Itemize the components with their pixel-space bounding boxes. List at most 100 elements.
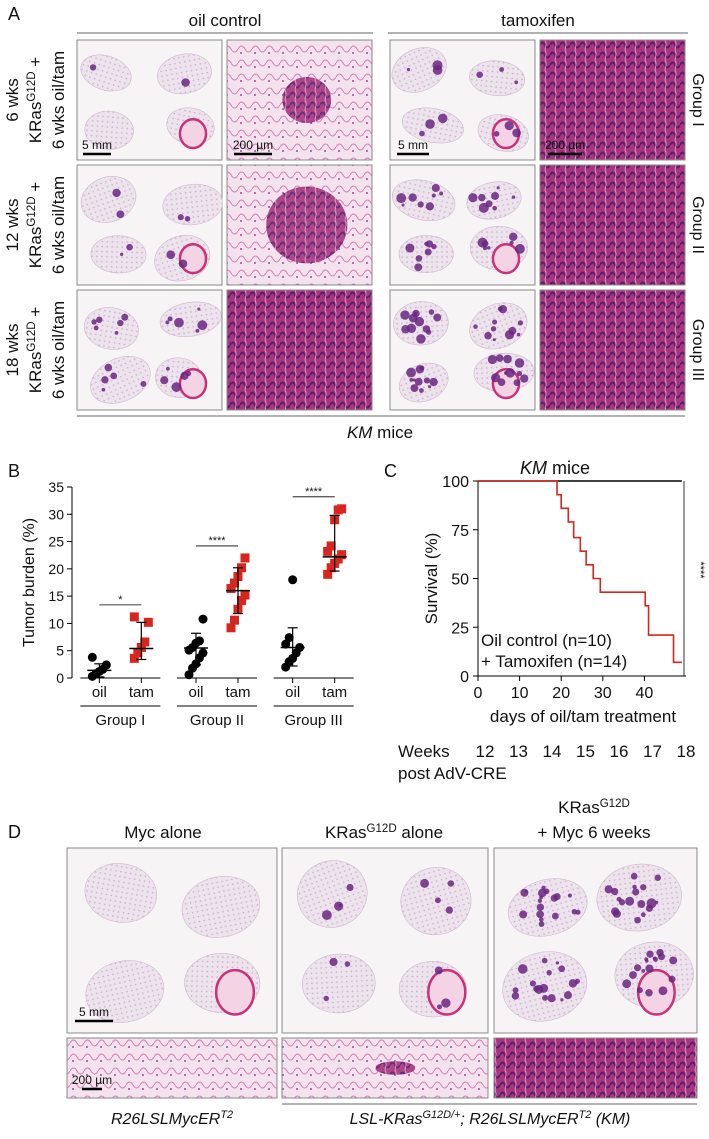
tumor-spot xyxy=(438,113,448,124)
tumor-spot xyxy=(416,334,426,344)
tumor-spot xyxy=(166,366,170,371)
tumor-spot xyxy=(558,965,566,973)
tumor-spot xyxy=(478,193,486,202)
lung-lobe xyxy=(80,54,132,92)
column-header-part: G12D xyxy=(367,823,397,835)
tumor-spot xyxy=(91,319,97,325)
row-label-part: G12D xyxy=(26,321,38,351)
tumor-spot xyxy=(406,67,411,72)
tumor-spot xyxy=(492,338,496,342)
tumor-spot xyxy=(346,883,354,892)
tumor-spot xyxy=(473,324,478,329)
tumor-spot xyxy=(114,330,119,335)
tumor-spot xyxy=(538,921,545,927)
tumor-spot xyxy=(490,326,497,332)
row-label: KRasG12D + xyxy=(26,307,45,393)
lung-lobe xyxy=(85,960,165,1023)
weeks-value: 18 xyxy=(677,742,696,761)
column-header: oil control xyxy=(189,11,262,30)
tumor-spot xyxy=(611,907,620,916)
weeks-sublabel: post AdV-CRE xyxy=(398,764,507,783)
tumor-spot xyxy=(655,900,659,904)
tumor-spot xyxy=(512,987,519,994)
data-point xyxy=(143,617,153,627)
x-tick-label: 40 xyxy=(636,685,654,702)
row-label-part: + xyxy=(26,57,45,72)
genotype-label-part: R26LSLMycER xyxy=(111,1111,221,1128)
row-label: 18 wks xyxy=(3,324,22,377)
group-label: Group II xyxy=(190,712,244,729)
x-tick-label: tam xyxy=(225,684,250,701)
tumor-spot xyxy=(165,320,170,325)
tumor-spot xyxy=(505,368,515,378)
data-point xyxy=(240,553,250,563)
panel-label: A xyxy=(8,4,20,24)
tumor-spot xyxy=(514,80,519,85)
lung-lobe xyxy=(181,876,260,938)
row-label-part: + xyxy=(26,307,45,322)
weeks-label: Weeks xyxy=(398,742,450,761)
tumor-spot xyxy=(439,191,444,196)
tumor-spot xyxy=(654,874,661,881)
lung-lobe xyxy=(302,953,376,1014)
y-tick-label: 10 xyxy=(48,615,64,631)
heart xyxy=(427,968,467,1016)
tumor-spot xyxy=(417,201,424,208)
panel-label: D xyxy=(8,822,21,842)
data-point xyxy=(240,590,250,600)
tumor-spot xyxy=(401,203,405,207)
tumor-spot xyxy=(178,259,188,269)
data-point xyxy=(133,648,143,658)
data-point xyxy=(198,614,208,624)
significance: **** xyxy=(305,486,323,498)
x-tick-label: 30 xyxy=(594,685,612,702)
tumor-spot xyxy=(640,912,646,918)
tumor-spot xyxy=(509,240,514,245)
genotype-label-part: (KM) xyxy=(591,1111,630,1128)
y-tick-label: 20 xyxy=(48,561,64,577)
tumor-spot xyxy=(634,916,641,924)
row-label-part: 6 wks oil/tam xyxy=(49,51,68,149)
tumor-spot xyxy=(415,365,425,374)
data-point xyxy=(337,550,347,560)
genotype-label-part: LSL-KRas xyxy=(350,1111,423,1128)
tumor-spot xyxy=(410,384,419,393)
tumor-spot xyxy=(429,377,438,387)
tumor-spot xyxy=(441,998,451,1008)
panel-label: C xyxy=(384,461,397,481)
tumor-spot xyxy=(120,252,124,256)
lung-lobe xyxy=(84,863,157,923)
significance: **** xyxy=(694,561,706,579)
y-tick-label: 0 xyxy=(460,669,469,686)
panel-footer-part: mice xyxy=(372,423,413,442)
tumor-spot xyxy=(520,374,529,383)
data-point xyxy=(226,623,236,633)
significance: * xyxy=(118,594,123,606)
tumor-spot xyxy=(424,241,429,247)
tumor-spot xyxy=(197,320,208,331)
tumor-spot xyxy=(89,64,97,71)
heart xyxy=(214,968,256,1016)
data-point xyxy=(101,660,111,670)
heart xyxy=(491,242,521,275)
data-point xyxy=(129,653,139,663)
tumor-spot xyxy=(511,195,516,199)
tumor-spot xyxy=(184,216,191,222)
tumor-spot xyxy=(503,354,512,364)
tumor-spot xyxy=(425,240,434,248)
tumor-spot xyxy=(571,908,577,915)
tumor-spot xyxy=(658,986,668,996)
tumor-spot xyxy=(420,878,430,888)
tumor-spot xyxy=(646,950,654,958)
tumor-spot xyxy=(513,379,521,386)
row-label: KRasG12D + xyxy=(26,57,45,143)
lung-lobe xyxy=(391,47,447,93)
scale-bar-label: 200 µm xyxy=(233,138,273,152)
tumor-spot xyxy=(495,354,504,362)
lung-lobe xyxy=(84,110,134,150)
tumor-spot xyxy=(534,984,544,994)
tumor-spot xyxy=(166,250,176,260)
row-label-part: 6 wks xyxy=(3,78,22,121)
column-header: tamoxifen xyxy=(501,11,575,30)
tumor-spot xyxy=(537,898,543,903)
